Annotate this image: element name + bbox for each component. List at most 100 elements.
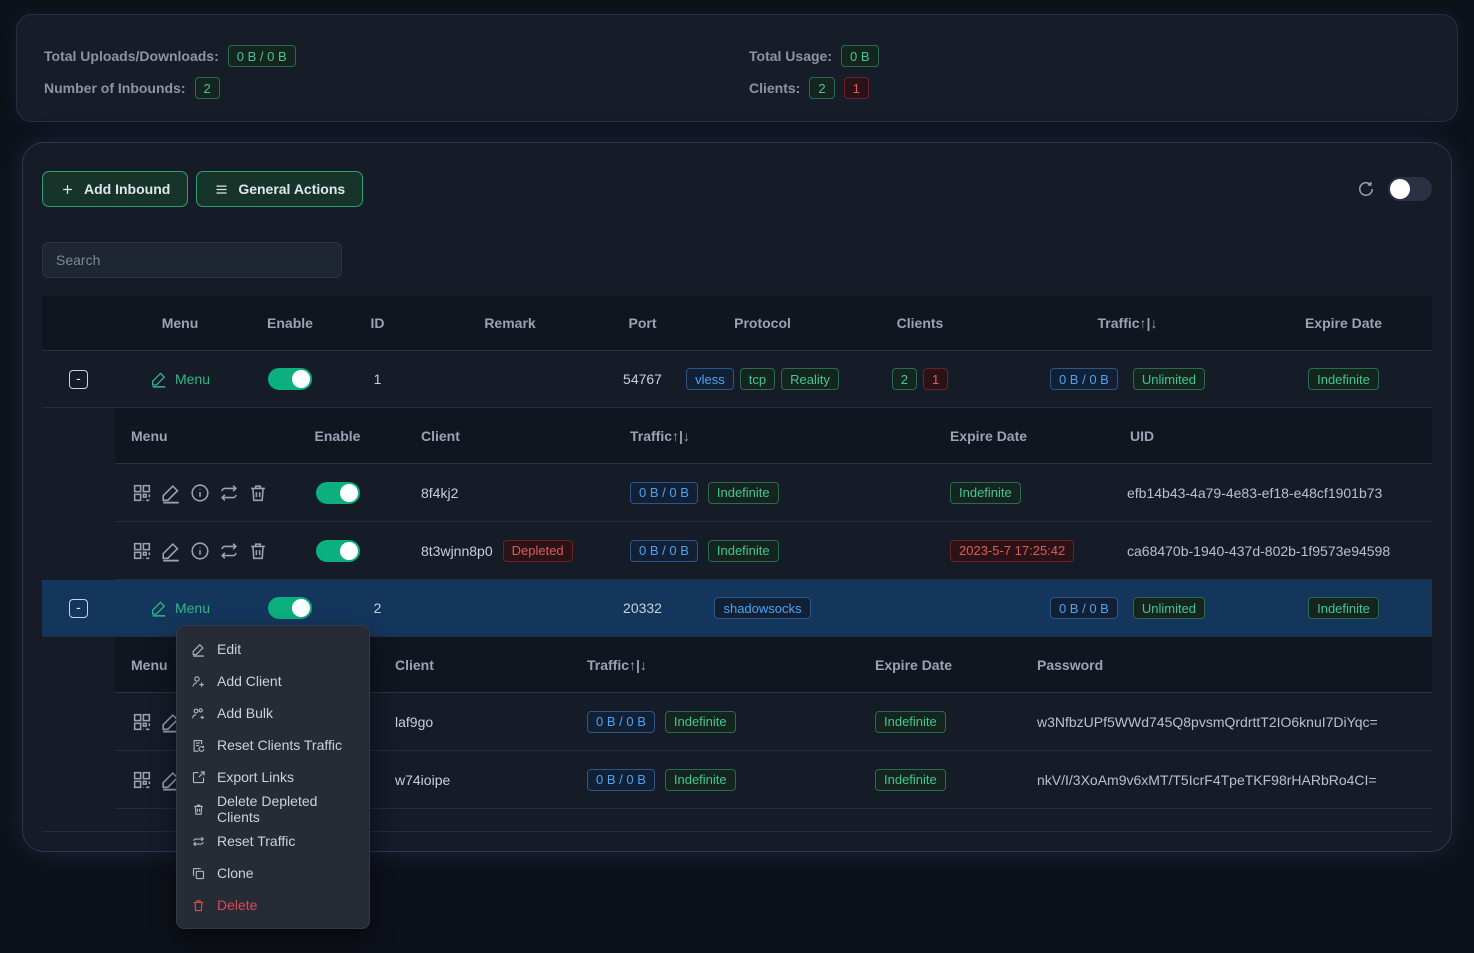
- clients-active-badge: 2: [891, 368, 917, 390]
- menu-item-add-bulk[interactable]: Add Bulk: [177, 697, 369, 729]
- header-clients: Clients: [896, 315, 944, 331]
- add-inbound-label: Add Inbound: [84, 181, 171, 197]
- edit-icon: [150, 370, 168, 388]
- traffic-limit-badge: Indefinite: [707, 481, 779, 504]
- stats-card: Total Uploads/Downloads: 0 B / 0 B Total…: [16, 14, 1458, 122]
- copy-icon: [192, 867, 205, 879]
- delete-icon[interactable]: [247, 540, 269, 562]
- edit-icon[interactable]: [160, 482, 182, 504]
- menu-link-label: Menu: [174, 371, 211, 387]
- sync-icon: [193, 836, 204, 846]
- header-expire-date: Expire Date: [875, 656, 953, 673]
- menu-item-reset-traffic[interactable]: Reset Traffic: [177, 825, 369, 857]
- clients-active-badge: 2: [809, 77, 835, 99]
- enable-toggle[interactable]: [315, 481, 360, 504]
- qrcode-icon[interactable]: [131, 711, 153, 733]
- edit-icon: [150, 599, 168, 617]
- menu-item-delete-depleted-clients[interactable]: Delete Depleted Clients: [177, 793, 369, 825]
- info-icon[interactable]: [189, 482, 211, 504]
- inbound-port: 54767: [623, 371, 662, 387]
- client-row: 8t3wjnn8p0 Depleted 0 B / 0 B Indefinite…: [115, 522, 1432, 580]
- search-input[interactable]: [42, 242, 342, 278]
- client-traffic-cell: 0 B / 0 B Indefinite: [565, 481, 855, 504]
- menu-item-clone[interactable]: Clone: [177, 857, 369, 889]
- client-traffic-cell: 0 B / 0 B Indefinite: [565, 539, 855, 562]
- client-name: 8t3wjnn8p0: [421, 542, 493, 559]
- inbounds-count-badge: 2: [194, 77, 220, 99]
- collapse-row-button[interactable]: -: [69, 369, 88, 389]
- inbound-traffic-cell: 0 B / 0 B Unlimited: [1000, 368, 1255, 390]
- stat-label: Number of Inbounds:: [44, 80, 186, 96]
- enable-toggle[interactable]: [268, 597, 312, 619]
- usergroup-add-icon: [192, 707, 204, 719]
- menu-item-export-links[interactable]: Export Links: [177, 761, 369, 793]
- clients-depleted-badge: 1: [923, 368, 949, 390]
- inbound-protocol-tags: shadowsocks: [685, 597, 840, 619]
- reset-traffic-icon[interactable]: [218, 540, 240, 562]
- table-header-row: Menu Enable ID Remark Port Protocol Clie…: [42, 296, 1432, 351]
- client-expire-cell: Indefinite: [855, 768, 1017, 791]
- qrcode-icon[interactable]: [131, 482, 153, 504]
- user-add-icon: [192, 675, 204, 687]
- traffic-badge: 0 B / 0 B: [1049, 368, 1118, 390]
- menu-item-reset-clients-traffic[interactable]: Reset Clients Traffic: [177, 729, 369, 761]
- inbound-menu-link[interactable]: Menu: [150, 370, 210, 388]
- traffic-limit-badge: Indefinite: [664, 710, 736, 733]
- delete-icon[interactable]: [247, 482, 269, 504]
- general-actions-button[interactable]: General Actions: [196, 171, 364, 207]
- inbound-protocol-tags: vless tcp Reality: [685, 368, 840, 390]
- client-table-header: Menu Enable Client Traffic↑|↓ Expire Dat…: [115, 408, 1432, 464]
- protocol-tag: shadowsocks: [714, 597, 811, 619]
- inbound-menu-link[interactable]: Menu: [150, 599, 210, 617]
- info-icon[interactable]: [189, 540, 211, 562]
- traffic-limit-badge: Unlimited: [1132, 368, 1206, 390]
- enable-toggle[interactable]: [268, 368, 312, 390]
- header-menu: Menu: [131, 427, 168, 444]
- menu-item-label: Reset Clients Traffic: [217, 737, 343, 753]
- header-traffic-sort[interactable]: Traffic↑|↓: [630, 427, 690, 444]
- menu-item-delete[interactable]: Delete: [177, 889, 369, 921]
- inbound-port: 20332: [623, 600, 662, 616]
- expire-badge: Indefinite: [1308, 368, 1379, 390]
- header-password: Password: [1037, 656, 1104, 673]
- traffic-badge: 0 B / 0 B: [587, 768, 655, 791]
- header-enable: Enable: [314, 427, 361, 444]
- add-inbound-button[interactable]: Add Inbound: [42, 171, 189, 207]
- inbound-clients-badges: 2 1: [840, 368, 1000, 390]
- header-protocol: Protocol: [734, 315, 791, 331]
- stat-total-usage: Total Usage: 0 B: [749, 45, 1430, 67]
- inbound-id: 1: [373, 371, 382, 387]
- header-traffic-sort[interactable]: Traffic↑|↓: [587, 656, 647, 673]
- inbound-context-menu: Edit Add Client Add Bulk Reset Clients T…: [176, 625, 370, 929]
- stat-label: Clients:: [749, 80, 801, 96]
- uploads-downloads-badge: 0 B / 0 B: [227, 45, 296, 67]
- header-enable: Enable: [267, 315, 313, 331]
- edit-icon: [192, 643, 204, 657]
- toolbar: Add Inbound General Actions: [42, 171, 1432, 207]
- client-password: nkV/I/3XoAm9v6xMT/T5IcrF4TpeTKF98rHARbRo…: [1037, 771, 1377, 788]
- menu-item-label: Delete: [217, 897, 258, 913]
- refresh-icon[interactable]: [1356, 179, 1376, 199]
- edit-icon[interactable]: [160, 540, 182, 562]
- client-expire-cell: Indefinite: [855, 710, 1017, 733]
- inbound-expire-cell: Indefinite: [1255, 368, 1432, 390]
- menu-item-edit[interactable]: Edit: [177, 633, 369, 665]
- client-name: w74ioipe: [395, 771, 451, 788]
- collapse-row-button[interactable]: -: [69, 598, 88, 618]
- reset-traffic-icon[interactable]: [218, 482, 240, 504]
- depleted-badge: Depleted: [502, 539, 573, 562]
- header-traffic-sort[interactable]: Traffic↑|↓: [1097, 315, 1158, 331]
- header-uid: UID: [1130, 427, 1155, 444]
- traffic-badge: 0 B / 0 B: [630, 539, 698, 562]
- qrcode-icon[interactable]: [131, 769, 153, 791]
- traffic-badge: 0 B / 0 B: [587, 710, 655, 733]
- traffic-limit-badge: Indefinite: [707, 539, 779, 562]
- menu-item-add-client[interactable]: Add Client: [177, 665, 369, 697]
- qrcode-icon[interactable]: [131, 540, 153, 562]
- header-menu: Menu: [131, 656, 168, 673]
- enable-toggle[interactable]: [315, 539, 360, 562]
- auto-refresh-toggle[interactable]: [1388, 177, 1432, 201]
- header-port: Port: [628, 315, 657, 331]
- client-name-cell: 8t3wjnn8p0 Depleted: [375, 539, 573, 562]
